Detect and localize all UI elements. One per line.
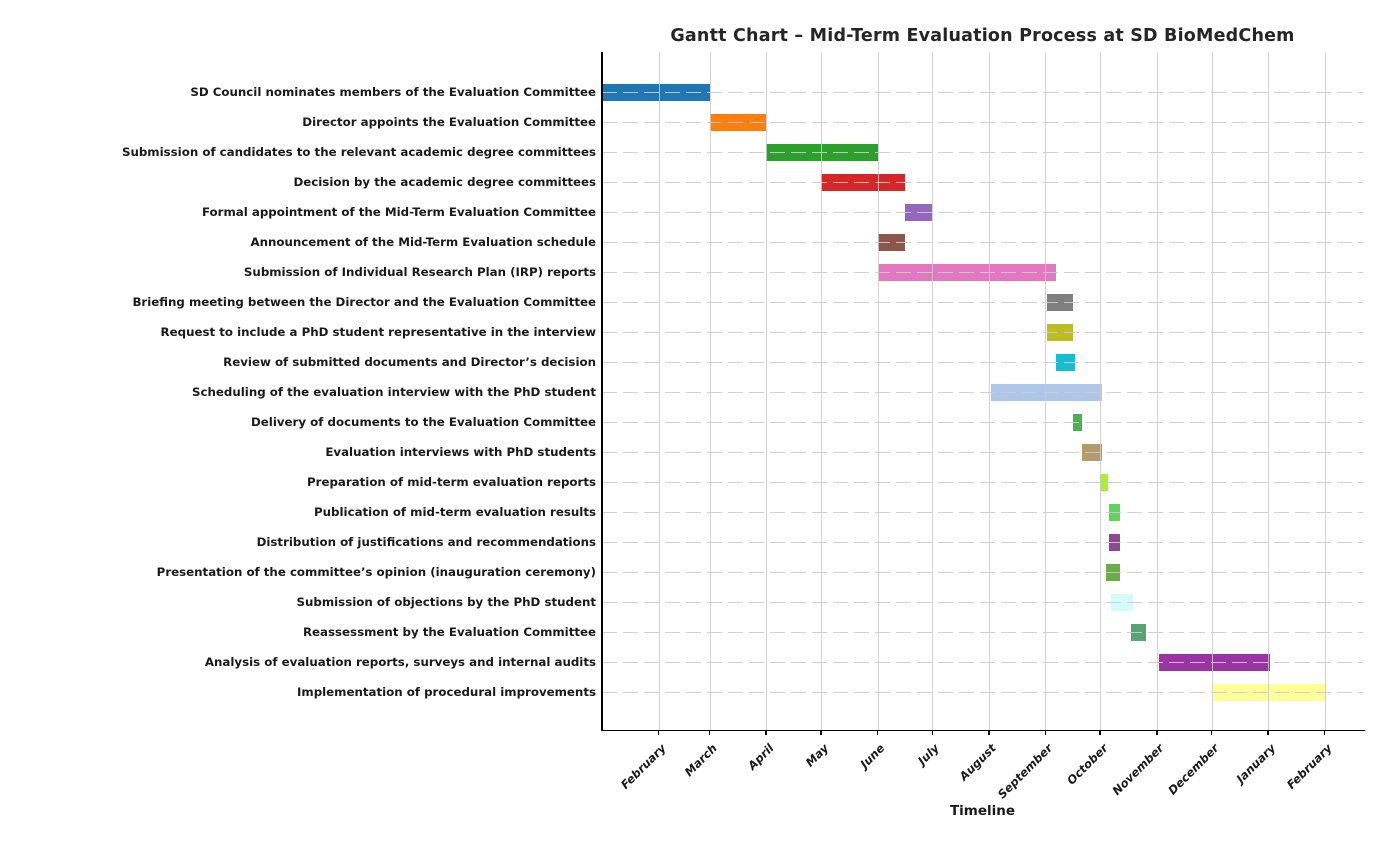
x-tick-mark (708, 730, 711, 735)
task-label: Preparation of mid-term evaluation repor… (306, 475, 596, 489)
task-label: Submission of objections by the PhD stud… (296, 595, 597, 609)
task-label: Implementation of procedural improvement… (297, 685, 596, 699)
task-label: Formal appointment of the Mid-Term Evalu… (201, 205, 596, 219)
x-tick-mark (1210, 730, 1213, 735)
task-label: Distribution of justifications and recom… (256, 535, 596, 549)
task-label: Publication of mid-term evaluation resul… (314, 505, 596, 519)
gridline-vertical (988, 52, 990, 730)
gridline-horizontal (602, 242, 1363, 243)
task-label: Delivery of documents to the Evaluation … (250, 415, 596, 429)
x-tick-label: February (617, 741, 669, 792)
task-label: Submission of candidates to the relevant… (121, 145, 596, 159)
x-tick-mark (1156, 730, 1158, 735)
x-tick-label: October (1063, 741, 1111, 788)
gridline-horizontal (602, 632, 1363, 633)
x-tick-mark (876, 730, 879, 735)
x-tick-label: March (681, 741, 720, 780)
gridline-vertical (766, 52, 768, 730)
gridline-horizontal (602, 122, 1363, 123)
x-tick-label: June (857, 741, 888, 772)
x-axis-spine (601, 729, 1365, 732)
gridline-vertical (877, 52, 879, 730)
gridline-horizontal (602, 602, 1363, 603)
x-tick-label: May (802, 741, 831, 770)
gridline-horizontal (602, 512, 1363, 513)
x-tick-label: December (1165, 741, 1222, 798)
task-label: Scheduling of the evaluation interview w… (192, 385, 596, 399)
x-tick-mark (1044, 730, 1047, 735)
gridline-vertical (658, 52, 660, 730)
gridline-horizontal (602, 692, 1363, 693)
gridline-horizontal (602, 272, 1363, 273)
task-label: Analysis of evaluation reports, surveys … (204, 655, 596, 669)
gridline-vertical (1268, 52, 1270, 730)
gridline-vertical (932, 52, 934, 730)
gridline-vertical (1211, 52, 1213, 730)
task-label: SD Council nominates members of the Eval… (190, 85, 596, 99)
gridline-horizontal (602, 212, 1363, 213)
plot-area: February March April May June July August Septe… (602, 52, 1363, 801)
gridline-horizontal (602, 182, 1363, 183)
gridline-horizontal (602, 452, 1363, 453)
task-label: Presentation of the committee’s opinion … (156, 565, 596, 579)
x-tick-mark (988, 730, 990, 735)
gridline-horizontal (602, 152, 1363, 153)
chart-title: Gantt Chart – Mid-Term Evaluation Proces… (670, 26, 1295, 46)
gridline-vertical (1100, 52, 1102, 730)
task-label: Evaluation interviews with PhD students (325, 445, 596, 459)
x-tick-mark (1267, 730, 1269, 735)
x-tick-label: August (956, 741, 999, 784)
x-tick-mark (1323, 730, 1326, 735)
task-label: Briefing meeting between the Director an… (132, 295, 596, 309)
x-tick-label: January (1233, 741, 1278, 786)
gridline-vertical (709, 52, 711, 730)
gridline-horizontal (602, 662, 1363, 663)
gridline-vertical (820, 52, 822, 730)
gridline-horizontal (602, 482, 1363, 483)
x-axis-title: Timeline (949, 803, 1016, 819)
task-label: Decision by the academic degree committe… (293, 175, 596, 189)
gridline-horizontal (602, 332, 1363, 333)
gridline-horizontal (602, 362, 1363, 363)
task-label: Review of submitted documents and Direct… (223, 355, 596, 369)
gridline-horizontal (602, 422, 1363, 423)
x-tick-mark (931, 730, 934, 735)
task-label: Request to include a PhD student represe… (160, 325, 596, 339)
y-axis-spine (601, 52, 603, 731)
x-tick-label: September (995, 741, 1056, 802)
gridline-horizontal (602, 302, 1363, 303)
x-tick-mark (765, 730, 767, 735)
gridline-horizontal (602, 92, 1363, 93)
gridline-vertical (1045, 52, 1047, 730)
gridline-horizontal (602, 392, 1363, 393)
task-label: Announcement of the Mid-Term Evaluation … (250, 235, 596, 249)
gridline-horizontal (602, 572, 1363, 573)
task-label: Reassessment by the Evaluation Committee (302, 625, 596, 639)
x-tick-label: February (1283, 741, 1335, 792)
x-tick-label: November (1109, 741, 1167, 798)
gridline-vertical (1324, 52, 1326, 730)
x-tick-mark (1099, 730, 1101, 735)
task-label: Director appoints the Evaluation Committ… (302, 115, 596, 129)
gridline-horizontal (602, 542, 1363, 543)
x-tick-mark (820, 730, 822, 735)
x-tick-label: July (915, 741, 943, 768)
task-label: Submission of Individual Research Plan (… (243, 265, 596, 279)
x-tick-label: April (744, 741, 777, 773)
y-axis-labels: SD Council nominates members of the Eval… (0, 52, 596, 730)
x-tick-mark (657, 730, 660, 735)
gridline-vertical (1156, 52, 1158, 730)
